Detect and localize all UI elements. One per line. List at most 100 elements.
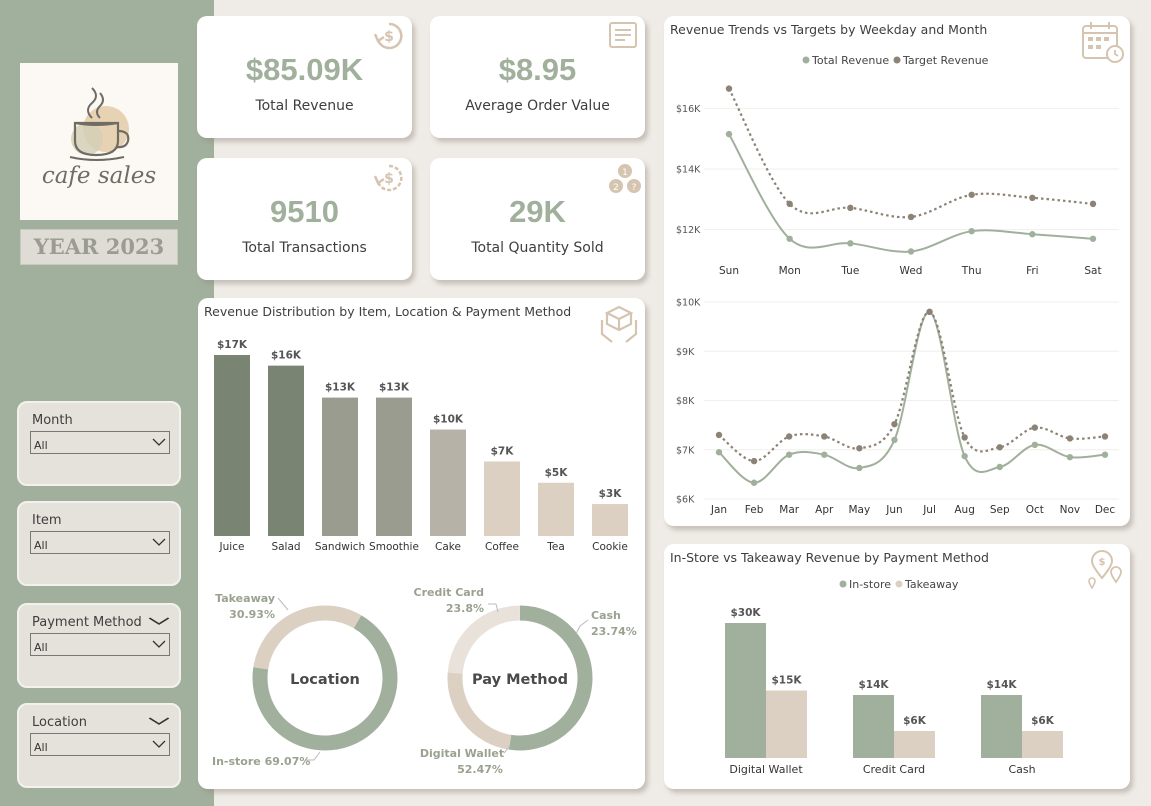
data-point[interactable] — [785, 451, 793, 458]
bar-cash-takeaway[interactable] — [1022, 731, 1063, 758]
data-point[interactable] — [1089, 200, 1097, 208]
data-point[interactable] — [891, 436, 898, 444]
x-tick-label: Wed — [900, 265, 923, 277]
data-point[interactable] — [996, 444, 1003, 451]
data-point[interactable] — [725, 130, 733, 138]
bar-juice[interactable] — [214, 355, 250, 536]
chevron-down-icon[interactable] — [148, 717, 170, 726]
data-point[interactable] — [907, 248, 915, 255]
payment-donut-slice-credit-card[interactable] — [447, 672, 512, 750]
bar-data-label: $30K — [730, 607, 761, 619]
payment-donut-slice-digital-wallet[interactable] — [508, 605, 593, 751]
data-point[interactable] — [725, 85, 733, 92]
bar-digital-wallet-in-store[interactable] — [725, 623, 766, 758]
bar-credit-card-in-store[interactable] — [853, 695, 894, 758]
bar-data-label: $14K — [858, 679, 889, 691]
donut-label-digital-wallet-value: 52.47% — [457, 763, 503, 776]
donut-label-digital-wallet-name: Digital Wallet — [420, 747, 504, 760]
location-donut-slice-takeaway[interactable] — [253, 605, 362, 670]
location-donut-slice-in-store[interactable] — [252, 615, 398, 751]
bar-data-label: $5K — [545, 467, 569, 479]
bar-tea[interactable] — [538, 482, 574, 536]
filter-payment-value: All — [34, 641, 48, 654]
series-line-total-revenue[interactable] — [728, 133, 1094, 253]
data-point[interactable] — [968, 191, 975, 198]
data-point[interactable] — [750, 479, 758, 486]
chevron-down-icon — [152, 740, 166, 748]
data-point[interactable] — [750, 457, 758, 465]
data-point[interactable] — [996, 463, 1003, 471]
data-point[interactable] — [1029, 231, 1036, 238]
panel-title: In-Store vs Takeaway Revenue by Payment … — [670, 550, 989, 565]
filter-payment-dropdown[interactable]: All — [30, 633, 170, 656]
legend-label: Target Revenue — [902, 54, 989, 67]
data-point[interactable] — [961, 452, 968, 460]
panel-title: Revenue Distribution by Item, Location &… — [204, 304, 572, 319]
legend-label: Total Revenue — [811, 54, 889, 67]
data-point[interactable] — [786, 235, 793, 242]
bar-data-label: $14K — [986, 679, 1017, 691]
data-point[interactable] — [968, 227, 975, 235]
data-point[interactable] — [1101, 451, 1109, 458]
bar-data-label: $17K — [217, 339, 248, 351]
data-point[interactable] — [856, 445, 863, 452]
bar-cash-in-store[interactable] — [981, 695, 1022, 758]
data-point[interactable] — [715, 449, 723, 456]
dollar-refresh-icon: $ — [373, 22, 403, 50]
series-line-target-revenue[interactable] — [718, 310, 1106, 463]
x-tick-label: Feb — [745, 504, 764, 516]
data-point[interactable] — [785, 433, 793, 440]
bar-cookie[interactable] — [592, 504, 628, 536]
chevron-down-icon[interactable] — [148, 617, 170, 626]
legend-marker — [895, 580, 903, 588]
y-tick-label: $8K — [676, 396, 695, 407]
filter-month-value: All — [34, 439, 48, 452]
data-point[interactable] — [1066, 435, 1074, 442]
filter-month-label: Month — [32, 413, 73, 428]
data-point[interactable] — [715, 431, 723, 439]
data-point[interactable] — [1029, 194, 1036, 202]
bar-cake[interactable] — [430, 429, 466, 536]
y-tick-label: $16K — [676, 104, 701, 115]
payment-donut-center-label: Pay Method — [472, 672, 568, 688]
data-point[interactable] — [821, 451, 828, 458]
data-point[interactable] — [847, 204, 854, 212]
x-category-label: Credit Card — [863, 763, 925, 776]
filter-item-dropdown[interactable]: All — [30, 531, 170, 554]
bar-credit-card-takeaway[interactable] — [894, 731, 935, 758]
donut-label-instore: In-store 69.07% — [212, 755, 310, 768]
data-point[interactable] — [961, 434, 968, 441]
data-point[interactable] — [856, 464, 863, 472]
data-point[interactable] — [907, 213, 915, 221]
data-point[interactable] — [891, 420, 898, 428]
legend-label: In-store — [849, 578, 891, 591]
bar-digital-wallet-takeaway[interactable] — [766, 690, 807, 759]
data-point[interactable] — [1031, 424, 1039, 431]
data-point[interactable] — [1089, 235, 1097, 242]
bar-sandwich[interactable] — [322, 397, 358, 536]
data-point[interactable] — [926, 308, 933, 316]
numbered-items-icon: 1 2 ? — [609, 164, 641, 193]
bar-smoothie[interactable] — [376, 397, 412, 536]
bar-category-label: Cake — [435, 541, 461, 553]
filter-month-dropdown[interactable]: All — [30, 431, 170, 454]
x-tick-label: Sun — [719, 265, 739, 277]
data-point[interactable] — [1031, 441, 1039, 449]
filter-item-value: All — [34, 539, 48, 552]
bar-coffee[interactable] — [484, 461, 520, 536]
kpi-total-transactions: $ 9510 Total Transactions — [197, 158, 412, 280]
data-point[interactable] — [786, 200, 793, 208]
payment-donut-slice-cash[interactable] — [447, 605, 521, 674]
data-point[interactable] — [1066, 453, 1074, 461]
data-point[interactable] — [821, 433, 828, 440]
filter-location-value: All — [34, 741, 48, 754]
series-line-total-revenue[interactable] — [718, 310, 1106, 484]
filter-location-dropdown[interactable]: All — [30, 733, 170, 756]
bar-salad[interactable] — [268, 365, 304, 536]
data-point[interactable] — [1101, 433, 1109, 440]
legend-marker — [802, 56, 810, 64]
data-point[interactable] — [847, 240, 854, 247]
legend-marker — [839, 580, 847, 588]
logo-text: cafe sales — [41, 163, 157, 189]
leader-line — [488, 603, 499, 613]
